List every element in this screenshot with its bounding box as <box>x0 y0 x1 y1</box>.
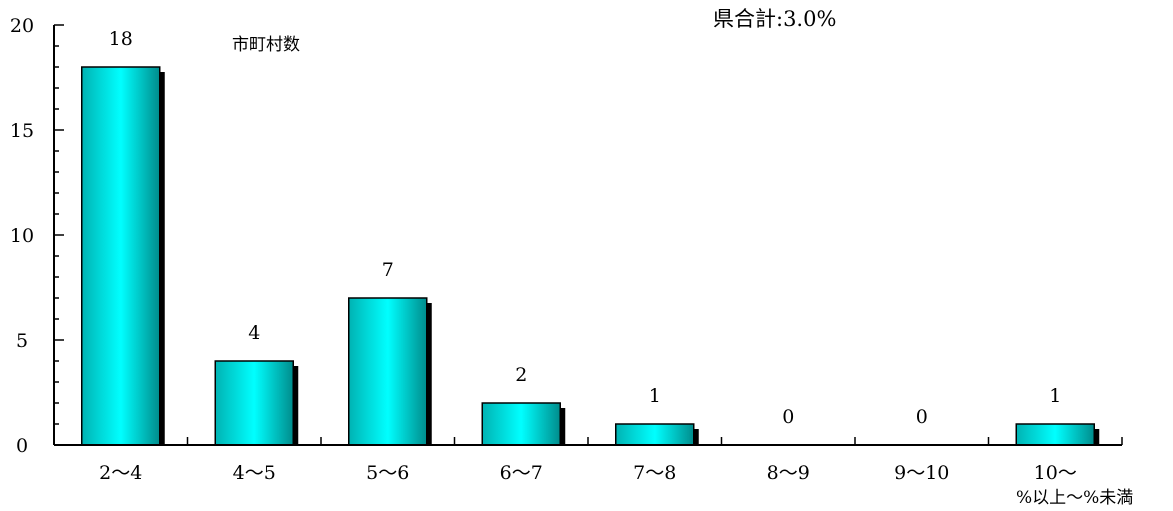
data-label-0: 18 <box>109 28 133 50</box>
bar-0 <box>81 66 161 446</box>
x-tick-label-4: 7〜8 <box>633 462 676 484</box>
x-tick-label-3: 6〜7 <box>500 462 543 484</box>
x-tick-label-5: 8〜9 <box>767 462 810 484</box>
x-tick-label-1: 4〜5 <box>233 462 276 484</box>
bar-1 <box>214 360 294 446</box>
x-axis-unit-label: %以上〜%未満 <box>1016 488 1133 508</box>
data-label-2: 7 <box>382 259 394 281</box>
bar-4 <box>615 423 695 446</box>
bar-2 <box>348 297 428 446</box>
x-tick-label-2: 5〜6 <box>366 462 409 484</box>
labels-group: 18 2〜4 4 4〜5 7 5〜6 2 6〜7 1 7〜8 0 8〜9 0 9〜10 1 10〜 0 5 10 15… <box>10 15 1077 484</box>
y-tick-label-2: 10 <box>10 225 34 247</box>
data-label-1: 4 <box>248 322 260 344</box>
data-label-3: 2 <box>515 364 527 386</box>
y-tick-label-3: 15 <box>10 120 34 142</box>
data-label-6: 0 <box>916 406 928 428</box>
bars-group <box>81 66 1100 446</box>
axes-group <box>53 24 1123 446</box>
y-tick-label-1: 5 <box>16 330 28 352</box>
bar-3 <box>481 402 561 446</box>
bar-7 <box>1015 423 1095 446</box>
y-tick-label-4: 20 <box>10 15 34 37</box>
data-label-4: 1 <box>649 385 661 407</box>
x-tick-label-6: 9〜10 <box>894 462 949 484</box>
data-label-5: 0 <box>782 406 794 428</box>
x-tick-label-0: 2〜4 <box>99 462 142 484</box>
total-annotation: 県合計:3.0% <box>713 7 836 31</box>
series-label: 市町村数 <box>232 35 300 55</box>
x-tick-label-7: 10〜 <box>1034 462 1077 484</box>
y-tick-label-0: 0 <box>16 435 28 457</box>
data-label-7: 1 <box>1049 385 1061 407</box>
